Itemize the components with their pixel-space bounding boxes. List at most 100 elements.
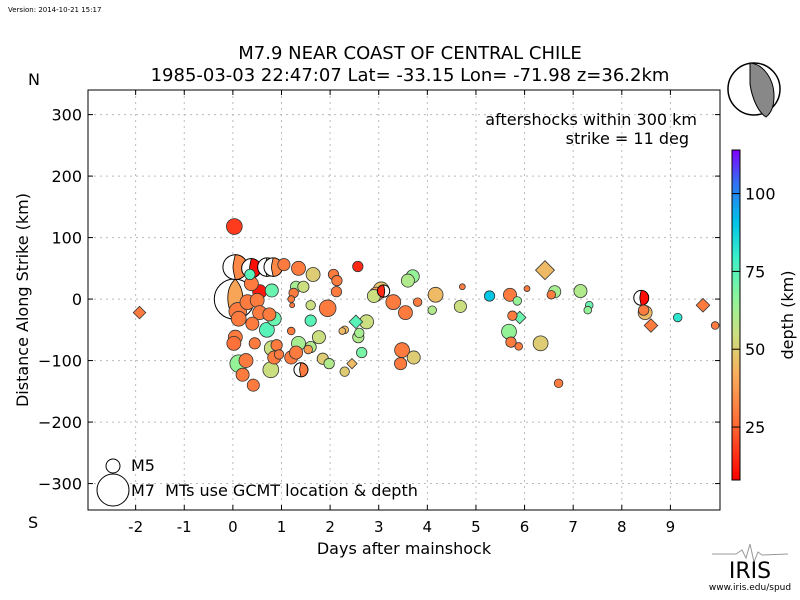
- aftershock-diamond: [534, 260, 556, 281]
- x-tick-label: -2: [128, 518, 143, 536]
- aftershock-point: [394, 357, 408, 371]
- aftershock-point: [546, 290, 557, 300]
- colorbar-label: depth (km): [778, 271, 797, 360]
- x-tick-label: 2: [325, 518, 335, 536]
- colorbar-tick-label: 25: [745, 418, 765, 437]
- seismogram-icon: [712, 543, 789, 564]
- beachball-compressional: [639, 289, 650, 306]
- aftershock-point: [583, 305, 593, 315]
- aftershock-point: [385, 294, 402, 311]
- moment-tensor-beachball: [293, 362, 309, 378]
- aftershock-point: [303, 344, 313, 355]
- iris-logo-text: IRIS: [729, 559, 771, 584]
- x-tick-label: 1: [277, 518, 287, 536]
- aftershock-point: [573, 284, 588, 299]
- x-tick-label: 6: [520, 518, 530, 536]
- aftershock-point: [305, 300, 316, 311]
- x-tick-label: -1: [177, 518, 192, 536]
- colorbar-gradient: [731, 149, 741, 481]
- y-tick-label: 200: [51, 167, 82, 186]
- x-tick-label: 4: [423, 518, 433, 536]
- legend: M5 M7 MTs use GCMT location & depth: [96, 456, 418, 507]
- plot-frame: [87, 89, 721, 511]
- colorbar-ticks: 25 50 75 100: [732, 185, 776, 437]
- y-tick-label: 300: [51, 106, 82, 125]
- x-axis-ticks: -2 -1 0 1 2 3 4 5 6 7 8 9: [128, 90, 675, 536]
- aftershock-point: [406, 350, 421, 365]
- aftershock-diamond: [643, 318, 659, 333]
- chart-title: M7.9 NEAR COAST OF CENTRAL CHILE: [238, 43, 582, 64]
- colorbar-tick-label: 50: [745, 340, 765, 359]
- colorbar-tick-label: 75: [745, 262, 765, 281]
- aftershock-point: [356, 346, 368, 359]
- south-label: S: [28, 513, 39, 532]
- aftershock-point: [304, 314, 317, 327]
- aftershock-point: [512, 296, 522, 306]
- aftershock-point: [262, 307, 277, 322]
- x-axis-label: Days after mainshock: [317, 539, 492, 558]
- aftershock-point: [505, 336, 517, 348]
- colorbar-tick-label: 100: [745, 185, 776, 204]
- beachball-compressional: [299, 362, 309, 378]
- chart-subtitle: 1985-03-03 22:47:07 Lat= -33.15 Lon= -71…: [150, 65, 670, 86]
- aftershock-point: [226, 218, 243, 235]
- aftershock-point: [323, 358, 335, 370]
- aftershock-point: [270, 339, 283, 352]
- aftershock-point: [507, 310, 518, 321]
- north-label: N: [28, 70, 40, 89]
- aftershock-point: [235, 367, 250, 382]
- aftershock-point: [427, 305, 437, 315]
- legend-label-m5: M5: [131, 456, 155, 475]
- annotation-strike: strike = 11 deg: [566, 129, 689, 148]
- aftershock-point: [230, 310, 247, 327]
- y-tick-label: 0: [72, 290, 82, 309]
- aftershock-point: [338, 327, 347, 335]
- aftershock-point: [248, 337, 261, 350]
- aftershock-point: [238, 353, 254, 368]
- aftershock-point: [453, 299, 467, 313]
- aftershock-point: [287, 295, 296, 303]
- aftershock-point: [297, 280, 310, 293]
- aftershock-point: [354, 327, 365, 339]
- y-tick-label: −200: [38, 413, 82, 432]
- aftershock-point: [273, 349, 285, 360]
- aftershock-point: [458, 283, 466, 291]
- aftershock-point: [503, 287, 517, 302]
- aftershock-point: [330, 286, 343, 298]
- aftershock-diamond: [132, 305, 147, 320]
- y-tick-label: 100: [51, 229, 82, 248]
- aftershock-point: [398, 305, 413, 321]
- version-text: Version: 2014-10-21 15:17: [8, 6, 102, 14]
- aftershock-point: [259, 321, 275, 338]
- annotation-aftershocks: aftershocks within 300 km: [485, 110, 697, 129]
- x-tick-label: 0: [228, 518, 238, 536]
- aftershock-diamond: [348, 314, 364, 330]
- x-tick-label: 8: [617, 518, 627, 536]
- aftershock-diamond: [346, 357, 358, 370]
- aftershock-point: [277, 258, 291, 272]
- colorbar: 25 50 75 100 depth (km): [731, 149, 797, 481]
- y-axis-ticks: −300 −200 −100 0 100 200 300: [38, 106, 720, 494]
- aftershock-point: [673, 312, 683, 323]
- aftershock-point: [710, 321, 720, 330]
- aftershock-point: [245, 316, 260, 331]
- aftershock-point: [523, 285, 531, 292]
- aftershock-point: [553, 378, 564, 389]
- y-tick-label: −300: [38, 475, 82, 494]
- aftershock-point: [249, 292, 265, 308]
- aftershock-point: [400, 273, 415, 288]
- aftershock-point: [339, 366, 350, 377]
- aftershock-point: [352, 260, 364, 273]
- points-layer: [132, 218, 720, 392]
- x-tick-label: 3: [374, 518, 384, 536]
- aftershock-point: [318, 299, 337, 318]
- x-tick-label: 5: [471, 518, 481, 536]
- aftershock-point: [264, 283, 279, 298]
- x-tick-label: 9: [666, 518, 676, 536]
- legend-marker-m5: [105, 458, 121, 474]
- aftershock-point: [427, 286, 444, 303]
- moment-tensor-beachball: [633, 289, 650, 306]
- legend-label-m7: M7 MTs use GCMT location & depth: [131, 481, 418, 500]
- aftershock-point: [638, 304, 650, 316]
